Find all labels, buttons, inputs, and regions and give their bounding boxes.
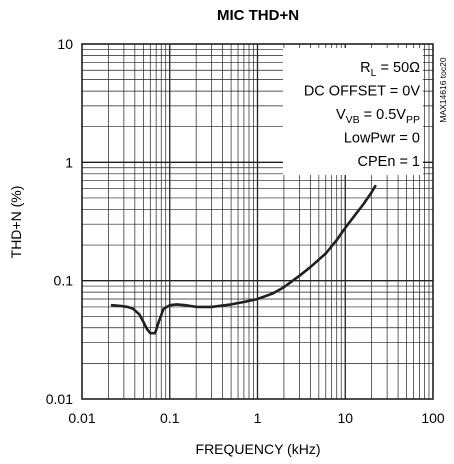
y-tick-label: 0.01 [46,391,73,407]
y-tick-label: 0.1 [54,273,74,289]
chart-title: MIC THD+N [217,7,299,24]
plot-frame [81,43,434,400]
x-tick-label: 100 [421,410,445,426]
grid [82,44,433,399]
series-line [110,184,377,335]
y-tick-label: 10 [57,36,73,52]
condition-line: RL​ = 50Ω [360,60,420,79]
condition-line: DC OFFSET = 0V [304,84,420,100]
x-tick-label: 1 [254,410,262,426]
conditions-annotation: RL​ = 50Ω DC OFFSET = 0V VVB​ = 0.5VPP​ Low… [304,60,420,170]
x-axis-label: FREQUENCY (kHz) [196,441,321,457]
axis-ticks: 0.01 0.1 1 10 100 0.01 0.1 1 10 [46,36,445,426]
condition-line: CPEn = 1 [358,154,420,170]
conditions-box [283,48,423,175]
figure-id: MAX14616 toc20 [438,57,448,122]
x-tick-label: 10 [337,410,353,426]
x-tick-label: 0.1 [160,410,180,426]
x-tick-label: 0.01 [68,410,95,426]
y-axis-label: THD+N (%) [8,186,24,259]
y-tick-label: 1 [65,154,73,170]
condition-line: VVB​ = 0.5VPP​ [336,107,420,126]
condition-line: LowPwr = 0 [344,131,420,147]
